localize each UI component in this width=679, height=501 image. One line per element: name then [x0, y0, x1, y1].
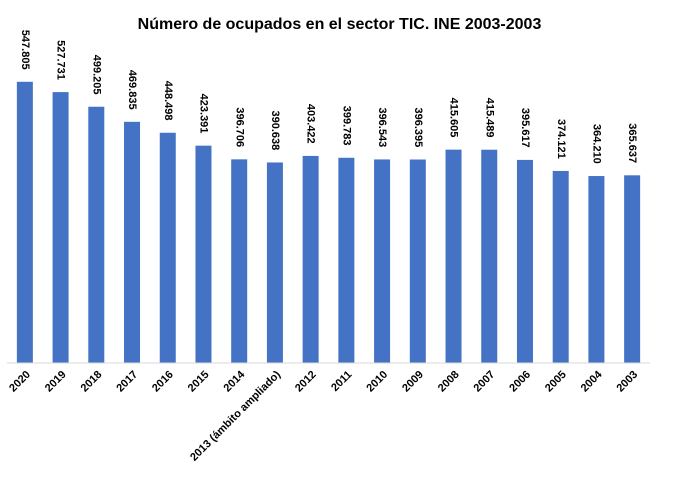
data-label-2008: 415.605 [448, 98, 460, 138]
bar-2011 [338, 157, 355, 363]
data-label-2010: 396.543 [376, 107, 388, 147]
x-tick-label-2010: 2010 [364, 369, 390, 395]
data-label-2011: 399.783 [340, 106, 352, 146]
data-label-2018: 499.205 [90, 55, 102, 95]
data-labels: 547.805 527.731 499.205 469.835 448.498 423.3… [19, 30, 638, 164]
data-label-2003: 365.637 [626, 123, 638, 163]
data-label-2009: 396.395 [412, 108, 424, 148]
x-tick-label-2018: 2018 [79, 369, 105, 395]
x-tick-label-2017: 2017 [114, 369, 140, 395]
data-label-2007: 415.489 [483, 98, 495, 138]
bar-2003 [624, 175, 641, 363]
bar-2018 [88, 106, 105, 364]
bar-2012 [302, 155, 319, 363]
x-tick-label-2003: 2003 [614, 369, 640, 395]
bar-2014 [231, 159, 248, 363]
x-tick-label-2012: 2012 [293, 369, 319, 395]
bar-2008 [445, 149, 462, 363]
bar-2006 [516, 159, 533, 363]
bars-group [16, 81, 641, 364]
data-label-2016: 448.498 [162, 81, 174, 121]
data-label-2019: 527.731 [55, 40, 67, 80]
data-label-2015: 423.391 [198, 94, 210, 134]
bar-2010 [374, 159, 391, 363]
bar-2009 [409, 159, 426, 363]
x-tick-label-2007: 2007 [472, 369, 498, 395]
x-tick-label-2004: 2004 [579, 368, 605, 394]
x-tick-label-2011: 2011 [329, 369, 354, 394]
data-label-2014: 396.706 [233, 107, 245, 147]
bar-2016 [159, 132, 176, 363]
x-tick-label-2005: 2005 [543, 369, 569, 395]
bar-2017 [124, 121, 141, 364]
data-label-2020: 547.805 [19, 30, 31, 70]
bar-2004 [588, 176, 605, 363]
x-tick-label-2014: 2014 [222, 368, 248, 394]
bar-2019 [52, 92, 69, 363]
bar-2013 [266, 162, 283, 363]
data-label-2004: 364.210 [591, 124, 603, 164]
data-label-2017: 469.835 [126, 70, 138, 110]
x-tick-label-2006: 2006 [507, 369, 533, 395]
bar-2007 [481, 149, 498, 363]
data-label-2013: 390.638 [269, 110, 281, 150]
data-label-2005: 374.121 [555, 119, 567, 159]
x-tick-label-2019: 2019 [43, 369, 69, 395]
bar-2020 [16, 81, 33, 364]
x-tick-label-2016: 2016 [150, 369, 176, 395]
chart-title: Número de ocupados en el sector TIC. INE… [137, 16, 542, 33]
data-label-2006: 395.617 [519, 108, 531, 148]
x-tick-label-2009: 2009 [400, 369, 426, 395]
bar-2005 [552, 170, 569, 363]
data-label-2012: 403.422 [305, 104, 317, 144]
x-tick-label-2020: 2020 [7, 369, 33, 395]
x-tick-label-2008: 2008 [436, 369, 462, 395]
x-tick-label-2015: 2015 [186, 369, 212, 395]
bar-2015 [195, 145, 212, 363]
